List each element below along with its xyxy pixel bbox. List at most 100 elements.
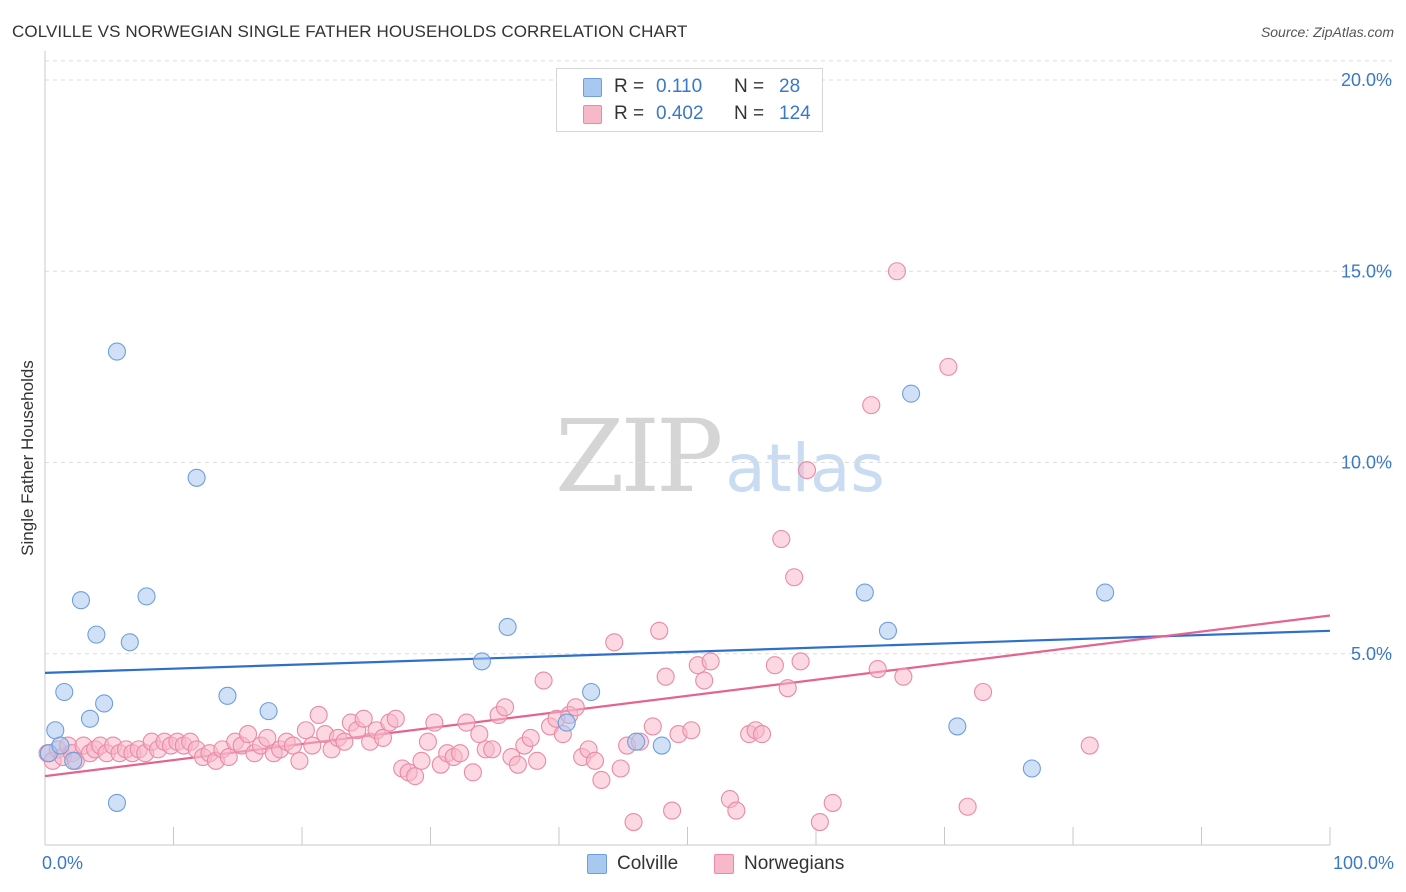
norwegians-point <box>772 529 791 549</box>
norwegians-swatch <box>714 854 734 874</box>
norwegians-point <box>663 801 682 820</box>
norwegians-point <box>495 698 515 717</box>
chart-title: COLVILLE VS NORWEGIAN SINGLE FATHER HOUS… <box>12 22 688 41</box>
bottom-legend-norwegians: Norwegians <box>714 852 844 876</box>
norwegians-point <box>585 751 605 770</box>
grid-lines <box>45 60 1392 655</box>
colville-point <box>95 694 114 713</box>
norwegians-point <box>958 797 977 816</box>
norwegians-point <box>624 812 643 832</box>
colville-point <box>652 736 671 755</box>
norwegians-point <box>425 713 444 732</box>
axes <box>44 50 1331 846</box>
colville-point <box>1096 583 1115 602</box>
norwegians-point <box>219 747 238 767</box>
norwegians-point <box>701 652 720 671</box>
norwegians-point <box>238 725 258 744</box>
norwegians-point <box>887 262 907 281</box>
legend-row-norwegians: R = 0.402 N = 124 <box>583 103 811 125</box>
norwegians-point <box>752 725 772 744</box>
n-label: N = <box>734 103 765 124</box>
norwegians-point <box>412 751 431 770</box>
norwegians-point <box>727 801 746 820</box>
colville-point <box>80 709 100 728</box>
colville-trend-line <box>44 629 1331 674</box>
norwegians-point <box>868 659 887 679</box>
colville-point <box>55 682 74 702</box>
norwegians-point <box>470 725 489 744</box>
colville-point <box>878 621 898 640</box>
norwegians-point <box>611 759 630 778</box>
norwegians-point <box>791 652 810 671</box>
colville-point <box>64 751 83 770</box>
y-tick-label: 5.0% <box>1351 644 1392 664</box>
norwegians-point <box>296 721 315 740</box>
norwegians-point <box>354 709 373 728</box>
colville-point <box>46 721 65 740</box>
norwegians-point <box>373 728 393 747</box>
norwegians-point <box>528 751 547 770</box>
colville-label: Colville <box>617 853 679 874</box>
norwegians-point <box>406 767 425 786</box>
norwegians-point <box>894 667 913 686</box>
norwegians-point <box>418 732 437 751</box>
norwegians-point <box>605 633 624 652</box>
colville-point <box>259 702 278 721</box>
colville-point <box>627 732 646 751</box>
data-points <box>38 262 1115 832</box>
x-tick-label: 100.0% <box>1333 853 1394 873</box>
norwegians-point <box>463 763 482 782</box>
x-tick-label: 0.0% <box>42 853 83 873</box>
norwegians-point <box>973 682 993 702</box>
legend-row-colville: R = 0.110 N = 28 <box>583 76 800 98</box>
norwegians-swatch <box>583 104 602 124</box>
n-value: 28 <box>779 76 801 97</box>
colville-point <box>855 583 874 602</box>
norwegians-point <box>592 770 611 790</box>
norwegians-point <box>457 713 476 732</box>
r-value: 0.402 <box>656 103 704 124</box>
colville-swatch <box>583 77 602 97</box>
norwegians-point <box>483 740 502 759</box>
norwegians-point <box>508 755 527 774</box>
norwegians-point <box>283 736 303 755</box>
norwegians-point <box>797 461 817 480</box>
norwegians-point <box>785 568 804 587</box>
colville-point <box>218 686 237 705</box>
norwegians-point <box>778 679 797 698</box>
norwegians-point <box>303 736 322 755</box>
colville-point <box>87 625 106 644</box>
y-tick-label: 10.0% <box>1341 453 1392 473</box>
y-tick-label: 15.0% <box>1341 261 1392 281</box>
norwegians-point <box>1080 736 1099 755</box>
colville-point <box>1022 759 1041 778</box>
norwegians-point <box>682 721 701 740</box>
watermark-zip: ZIP <box>555 398 723 515</box>
r-label: R = <box>614 103 645 124</box>
y-axis-label: Single Father Households <box>18 360 37 556</box>
norwegians-point <box>521 728 540 747</box>
colville-point <box>187 468 206 487</box>
norwegians-point <box>939 357 958 376</box>
norwegians-point <box>810 812 829 832</box>
norwegians-point <box>335 732 354 751</box>
norwegians-label: Norwegians <box>744 853 845 874</box>
r-label: R = <box>614 76 645 97</box>
norwegians-point <box>386 709 405 728</box>
colville-point <box>107 793 127 812</box>
norwegians-point <box>534 671 553 690</box>
correlation-legend: R = 0.110 N = 28 R = 0.402 N = 124 <box>556 68 823 132</box>
colville-swatch <box>587 854 607 874</box>
norwegians-point <box>566 698 585 717</box>
colville-point <box>472 652 491 671</box>
r-value: 0.110 <box>656 76 703 97</box>
norwegians-point <box>823 793 842 812</box>
colville-point <box>948 717 967 736</box>
norwegians-point <box>695 671 714 690</box>
norwegians-point <box>765 656 784 675</box>
colville-point <box>557 713 576 732</box>
norwegians-point <box>862 396 881 415</box>
norwegians-point <box>650 621 669 640</box>
norwegians-point <box>656 667 675 686</box>
